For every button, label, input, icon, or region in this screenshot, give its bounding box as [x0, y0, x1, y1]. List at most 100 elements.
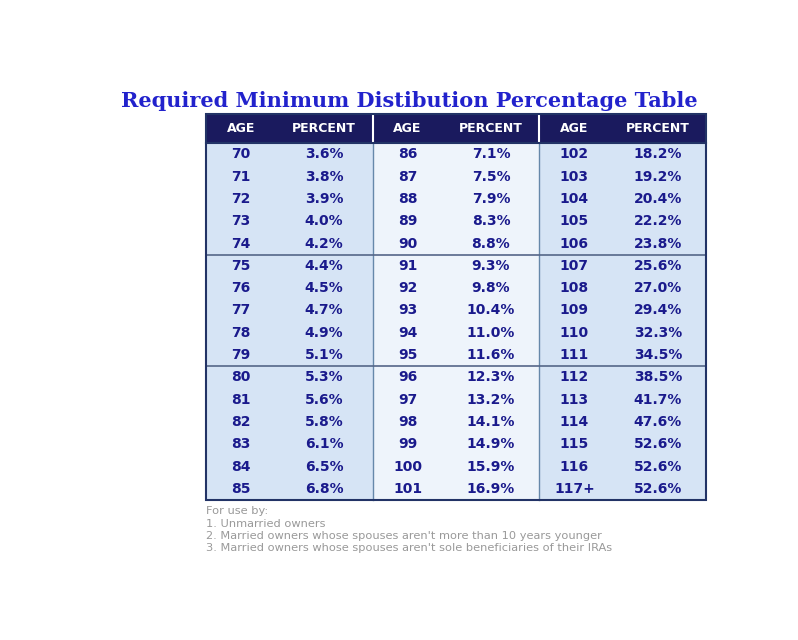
Text: 83: 83: [231, 438, 251, 451]
Text: 8.8%: 8.8%: [472, 237, 511, 250]
Text: 11.6%: 11.6%: [467, 348, 516, 362]
Text: 104: 104: [560, 192, 589, 206]
Text: 6.8%: 6.8%: [305, 482, 343, 496]
Text: 27.0%: 27.0%: [634, 281, 682, 295]
Text: 107: 107: [560, 259, 589, 273]
Bar: [373, 456, 539, 478]
Text: 4.7%: 4.7%: [305, 303, 343, 317]
Text: 73: 73: [231, 214, 251, 228]
Text: 10.4%: 10.4%: [467, 303, 516, 317]
Bar: [539, 188, 706, 210]
Bar: [373, 322, 539, 344]
Text: 86: 86: [398, 147, 417, 161]
Text: 74: 74: [231, 237, 251, 250]
Bar: [373, 277, 539, 300]
Text: 19.2%: 19.2%: [634, 170, 682, 184]
Text: For use by:: For use by:: [206, 506, 268, 516]
Text: 72: 72: [231, 192, 251, 206]
Text: 5.6%: 5.6%: [305, 393, 343, 407]
Text: 4.0%: 4.0%: [305, 214, 343, 228]
Text: 115: 115: [559, 438, 589, 451]
Text: 95: 95: [398, 348, 417, 362]
Text: 9.8%: 9.8%: [472, 281, 510, 295]
Bar: [539, 322, 706, 344]
Bar: [206, 366, 373, 388]
Bar: [373, 232, 539, 255]
Text: 2. Married owners whose spouses aren't more than 10 years younger: 2. Married owners whose spouses aren't m…: [206, 531, 602, 541]
Bar: [206, 255, 373, 277]
Text: 80: 80: [231, 371, 251, 385]
Text: 97: 97: [398, 393, 417, 407]
Text: 4.9%: 4.9%: [305, 326, 343, 340]
Bar: [373, 411, 539, 433]
Bar: [373, 344, 539, 366]
Bar: [539, 478, 706, 500]
Text: 76: 76: [231, 281, 251, 295]
Text: 20.4%: 20.4%: [634, 192, 682, 206]
Text: 5.8%: 5.8%: [305, 415, 343, 429]
Text: 87: 87: [398, 170, 417, 184]
Text: 92: 92: [398, 281, 417, 295]
Bar: [539, 300, 706, 322]
Text: 106: 106: [560, 237, 589, 250]
Bar: [373, 255, 539, 277]
Bar: [539, 143, 706, 165]
Text: 7.1%: 7.1%: [472, 147, 510, 161]
Text: 11.0%: 11.0%: [467, 326, 516, 340]
Text: 3.8%: 3.8%: [305, 170, 343, 184]
Text: 41.7%: 41.7%: [634, 393, 682, 407]
Bar: [373, 210, 539, 232]
Text: 113: 113: [560, 393, 589, 407]
Text: 81: 81: [231, 393, 251, 407]
Bar: [539, 456, 706, 478]
Bar: [206, 143, 373, 165]
Bar: [206, 210, 373, 232]
Text: 47.6%: 47.6%: [634, 415, 682, 429]
Text: 6.5%: 6.5%: [305, 460, 343, 474]
Text: 84: 84: [231, 460, 251, 474]
Text: 114: 114: [559, 415, 589, 429]
Text: 13.2%: 13.2%: [467, 393, 516, 407]
Text: 93: 93: [398, 303, 417, 317]
Text: 79: 79: [231, 348, 251, 362]
Bar: [373, 366, 539, 388]
Text: 110: 110: [560, 326, 589, 340]
Text: 105: 105: [560, 214, 589, 228]
Bar: [539, 366, 706, 388]
Text: 52.6%: 52.6%: [634, 482, 682, 496]
Text: 18.2%: 18.2%: [634, 147, 682, 161]
Bar: [206, 456, 373, 478]
Text: 102: 102: [560, 147, 589, 161]
Bar: [206, 344, 373, 366]
Text: 117+: 117+: [554, 482, 595, 496]
Bar: [206, 114, 706, 500]
Bar: [539, 210, 706, 232]
Bar: [373, 188, 539, 210]
Text: 14.1%: 14.1%: [467, 415, 516, 429]
Text: 22.2%: 22.2%: [634, 214, 682, 228]
Text: 112: 112: [559, 371, 589, 385]
Text: 70: 70: [231, 147, 251, 161]
Text: 34.5%: 34.5%: [634, 348, 682, 362]
Text: 9.3%: 9.3%: [472, 259, 510, 273]
Text: 8.3%: 8.3%: [472, 214, 510, 228]
Text: 29.4%: 29.4%: [634, 303, 682, 317]
Bar: [206, 277, 373, 300]
Text: 52.6%: 52.6%: [634, 438, 682, 451]
Text: 38.5%: 38.5%: [634, 371, 682, 385]
Text: 1. Unmarried owners: 1. Unmarried owners: [206, 519, 326, 529]
Bar: [206, 433, 373, 456]
Bar: [539, 165, 706, 188]
Bar: [373, 478, 539, 500]
Text: 109: 109: [560, 303, 589, 317]
Text: 90: 90: [398, 237, 417, 250]
Text: 7.5%: 7.5%: [472, 170, 510, 184]
Text: 77: 77: [231, 303, 251, 317]
Text: Required Minimum Distibution Percentage Table: Required Minimum Distibution Percentage …: [120, 91, 697, 111]
Bar: [539, 255, 706, 277]
Text: 3. Married owners whose spouses aren't sole beneficiaries of their IRAs: 3. Married owners whose spouses aren't s…: [206, 543, 612, 554]
Bar: [206, 388, 373, 411]
Text: 88: 88: [398, 192, 417, 206]
Text: AGE: AGE: [227, 122, 255, 135]
Bar: [206, 322, 373, 344]
